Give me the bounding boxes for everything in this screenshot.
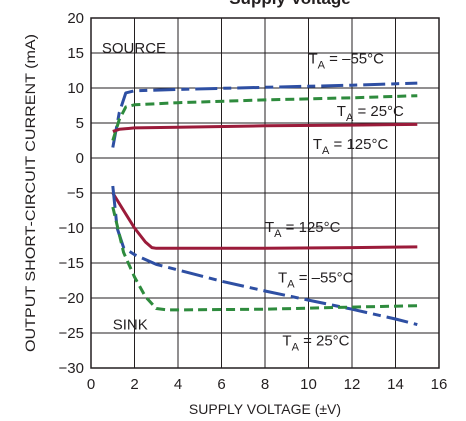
y-axis-title: OUTPUT SHORT-CIRCUIT CURRENT (mA) [22,34,38,352]
y-tick-label: −5 [67,185,84,202]
series-line-sink-5 [111,206,418,312]
x-tick-label: 2 [130,376,138,393]
y-tick-label: −25 [59,325,84,342]
series-line-source-2 [112,122,418,133]
series-lines [111,81,418,327]
annotation-label: TA = –55°C [278,270,354,291]
series-line-sink-4 [111,185,418,327]
y-tick-label: −30 [59,360,84,377]
y-tick-label: −10 [59,220,84,237]
x-tick-label: 6 [217,376,225,393]
x-tick-label: 16 [431,376,448,393]
x-tick-label: 14 [387,376,404,393]
annotation-label: TA = –55°C [309,51,385,72]
annotation-label: SINK [113,317,148,334]
x-tick-label: 10 [300,376,317,393]
plot-frame [90,17,440,369]
annotations: SOURCE SINK TA = –55°C TA = 25°C TA = 125°C T… [102,40,404,354]
series-line-sink-3 [111,192,418,250]
x-axis-title: SUPPLY VOLTAGE (±V) [189,401,341,417]
y-tick-label: 15 [67,45,84,62]
grid [91,18,439,368]
annotation-label: SOURCE [102,40,166,57]
annotation-label: TA = 25°C [282,333,349,354]
y-tick-label: 20 [67,10,84,27]
x-tick-label: 4 [174,376,182,393]
annotation-label: TA = 125°C [265,219,341,240]
y-tick-label: −20 [59,290,84,307]
annotation-label: TA = 125°C [313,136,389,157]
chart-title: Supply Voltage [229,0,351,8]
y-tick-label: 10 [67,80,84,97]
x-tick-label: 12 [344,376,361,393]
annotation-label: TA = 25°C [337,103,404,124]
series-line-source-0 [111,81,418,148]
x-tick-label: 8 [261,376,269,393]
x-tick-label: 0 [87,376,95,393]
y-tick-label: 5 [76,115,84,132]
y-tick-label: −15 [59,255,84,272]
axes: 0 2 4 6 8 10 12 14 16 20 15 10 5 0 −5 −10 −15 −20 −25 −30 SU… [22,0,447,417]
y-tick-label: 0 [76,150,84,167]
